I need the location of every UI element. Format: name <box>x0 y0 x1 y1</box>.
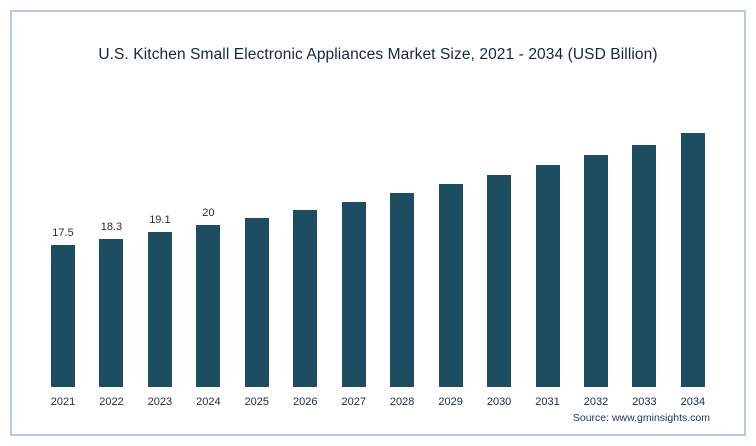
x-axis-label: 2033 <box>632 396 657 408</box>
x-axis-label: 2030 <box>486 396 512 408</box>
chart-title: U.S. Kitchen Small Electronic Appliances… <box>98 46 658 63</box>
bar-column: 2031 <box>525 147 571 410</box>
bar <box>535 165 560 387</box>
x-axis-label: 2025 <box>244 396 270 408</box>
bar-value-label: 20 <box>202 207 215 219</box>
x-axis-label: 2027 <box>341 396 366 408</box>
bar <box>244 218 269 387</box>
bar-column: 19.1 2023 <box>137 214 183 410</box>
bar-value-label: 19.1 <box>149 214 171 226</box>
bar-column: 2034 <box>670 115 716 410</box>
plot-area: 17.5 2021 18.3 2022 19.1 2023 20 2024 2025 2026 20… <box>12 64 744 410</box>
bar <box>680 133 705 387</box>
bar-column: 17.5 2021 <box>40 227 86 410</box>
bar <box>51 245 75 387</box>
bar <box>293 210 318 387</box>
bar-value-label: 18.3 <box>100 221 123 233</box>
bar-column: 2026 <box>282 192 328 410</box>
bar-column: 2029 <box>428 166 474 410</box>
bar <box>438 184 463 387</box>
bar-column: 2032 <box>573 137 619 410</box>
bar <box>583 155 608 387</box>
bar-column: 18.3 2022 <box>88 221 134 410</box>
bar <box>147 232 172 387</box>
bar-column: 2030 <box>476 157 522 410</box>
bar <box>487 175 512 387</box>
bar-column: 2027 <box>331 184 377 410</box>
bar-column: 2025 <box>234 200 280 410</box>
x-axis-label: 2026 <box>293 396 318 408</box>
x-axis-label: 2032 <box>583 396 609 408</box>
bar <box>99 239 124 387</box>
chart-frame: U.S. Kitchen Small Electronic Appliances… <box>10 10 746 436</box>
bar <box>196 225 221 387</box>
x-axis-label: 2021 <box>50 396 76 408</box>
x-axis-label: 2024 <box>196 396 221 408</box>
x-axis-label: 2031 <box>535 396 560 408</box>
x-axis-label: 2034 <box>680 396 706 408</box>
x-axis-label: 2028 <box>389 396 415 408</box>
bar-column: 2028 <box>379 175 425 410</box>
bar-column: 2033 <box>621 127 667 410</box>
x-axis-label: 2022 <box>99 396 124 408</box>
bar-value-label: 17.5 <box>52 227 74 239</box>
x-axis-label: 2023 <box>147 396 173 408</box>
bar <box>341 202 366 387</box>
bar-column: 20 2024 <box>185 207 231 410</box>
bar <box>632 145 657 387</box>
x-axis-label: 2029 <box>438 396 463 408</box>
bar <box>390 193 415 387</box>
source-attribution: Source: www.gminsights.com <box>572 412 710 424</box>
